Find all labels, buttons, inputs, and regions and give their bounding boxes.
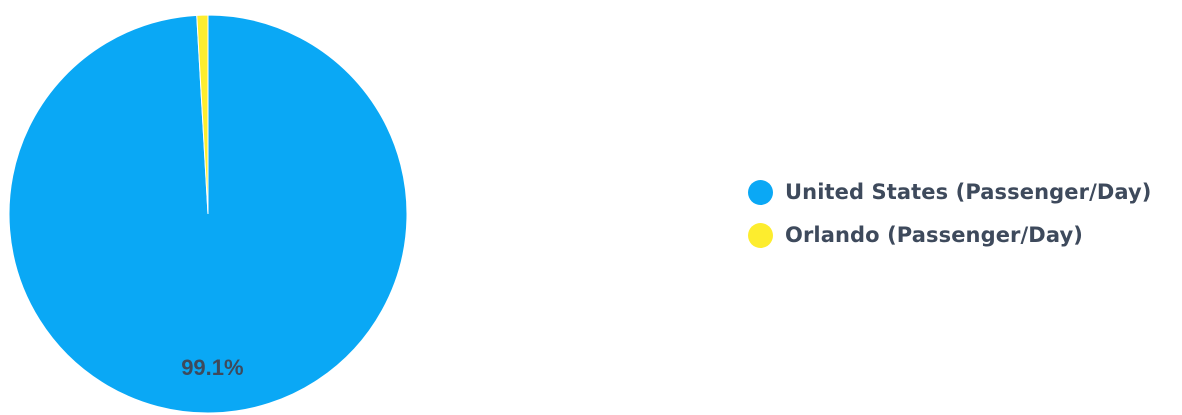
pie-chart: 99.1% [8, 14, 408, 414]
legend-swatch-orlando [748, 222, 773, 248]
pie-slice-orlando[interactable] [196, 14, 209, 215]
legend-item-united-states[interactable]: United States (Passenger/Day) [748, 176, 1151, 208]
data-label-united-states: 99.1% [181, 355, 243, 380]
legend-item-orlando[interactable]: Orlando (Passenger/Day) [748, 219, 1151, 251]
legend-label-united-states: United States (Passenger/Day) [785, 180, 1152, 204]
legend: United States (Passenger/Day) Orlando (P… [748, 176, 1151, 251]
legend-swatch-united-states [748, 179, 773, 205]
legend-label-orlando: Orlando (Passenger/Day) [785, 223, 1083, 247]
